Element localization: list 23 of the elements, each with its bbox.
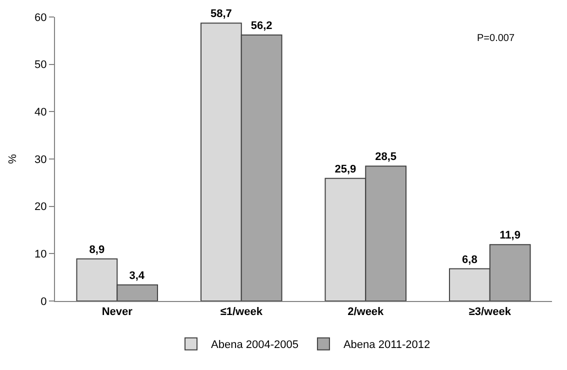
- y-tick-label: 0: [40, 296, 47, 308]
- y-axis-title: %: [7, 154, 20, 164]
- y-tick-label: 30: [34, 154, 47, 166]
- x-tick-label: ≤1/week: [220, 306, 264, 318]
- data-label: 11,9: [500, 230, 520, 242]
- x-tick-label: Never: [102, 306, 134, 318]
- y-tick-label: 50: [34, 59, 47, 72]
- data-label: 25,9: [334, 163, 356, 176]
- y-tick-label: 10: [34, 248, 47, 261]
- annotation: P=0.007: [477, 33, 515, 44]
- y-tick-label: 20: [34, 201, 47, 214]
- y-tick-label: 60: [34, 12, 47, 24]
- legend-label: Abena 2011-2012: [343, 339, 430, 352]
- data-label: 28,5: [375, 151, 397, 164]
- x-tick-label: ≥3/week: [468, 306, 512, 318]
- data-label: 8,9: [89, 244, 105, 256]
- legend-label: Abena 2004-2005: [211, 339, 298, 352]
- y-tick-label: 40: [34, 106, 47, 119]
- data-label: 3,4: [129, 270, 146, 282]
- data-label: 56,2: [250, 20, 272, 32]
- data-label: 58,7: [210, 8, 232, 20]
- data-label: 6,8: [462, 254, 478, 266]
- x-tick-label: 2/week: [348, 306, 385, 318]
